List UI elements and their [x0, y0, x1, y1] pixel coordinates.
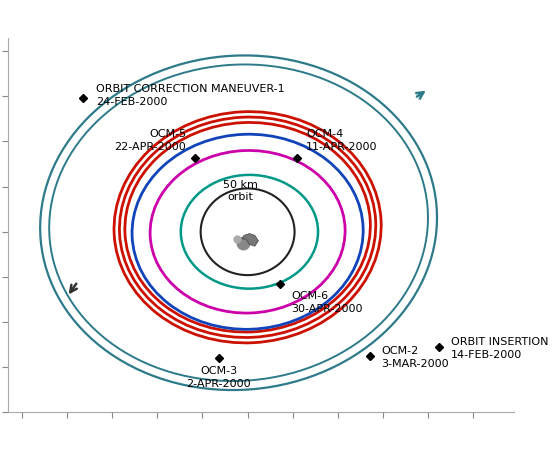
Text: OCM-5
22-APR-2000: OCM-5 22-APR-2000	[114, 129, 186, 151]
Text: OCM-6
30-APR-2000: OCM-6 30-APR-2000	[291, 291, 362, 313]
Text: OCM-2
3-MAR-2000: OCM-2 3-MAR-2000	[381, 345, 449, 368]
Text: OCM-3
2-APR-2000: OCM-3 2-APR-2000	[186, 366, 251, 388]
Text: ORBIT INSERTION
14-FEB-2000: ORBIT INSERTION 14-FEB-2000	[451, 336, 548, 359]
Text: 50 km
orbit: 50 km orbit	[223, 179, 258, 202]
Polygon shape	[242, 234, 259, 247]
Text: ORBIT CORRECTION MANEUVER-1
24-FEB-2000: ORBIT CORRECTION MANEUVER-1 24-FEB-2000	[96, 84, 284, 106]
Text: OCM-4
11-APR-2000: OCM-4 11-APR-2000	[306, 129, 378, 151]
